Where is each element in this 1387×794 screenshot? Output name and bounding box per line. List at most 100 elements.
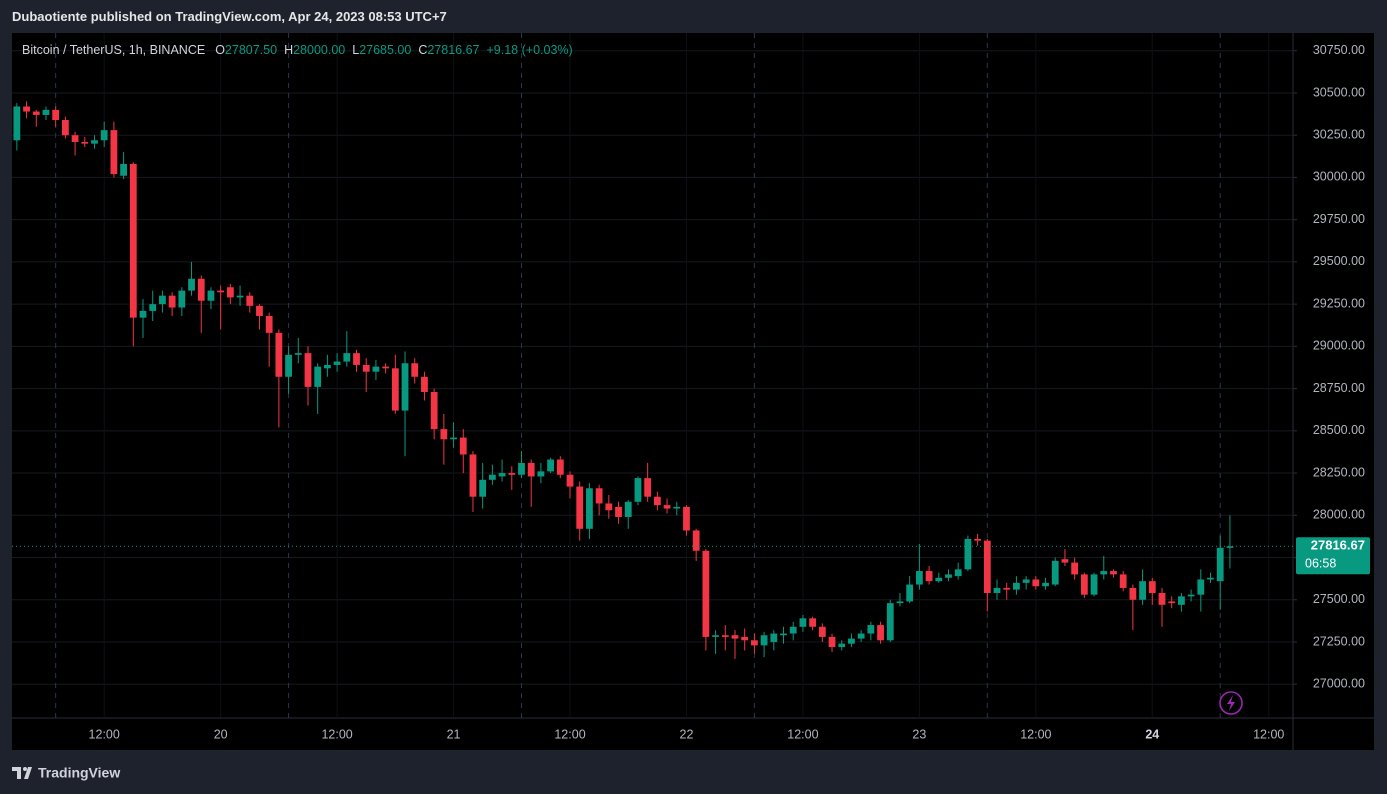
candle-body — [459, 437, 467, 455]
candle-body — [760, 635, 768, 646]
candle-body — [663, 505, 671, 509]
candle-body — [324, 364, 331, 369]
candle-body — [1148, 581, 1156, 593]
y-tick-label: 29000.00 — [1313, 339, 1365, 353]
candle-body — [382, 366, 390, 369]
logo-mark — [12, 767, 32, 779]
candle-body — [362, 364, 370, 372]
candle-body — [867, 625, 875, 634]
y-tick-label: 27250.00 — [1313, 634, 1365, 648]
last-price-tag — [1296, 537, 1370, 575]
candle-body — [168, 295, 176, 308]
candle-body — [712, 635, 719, 637]
candle-body — [1100, 571, 1108, 575]
candle-body — [110, 130, 118, 175]
legend: Bitcoin / TetherUS, 1h, BINANCE O27807.50… — [22, 43, 573, 57]
candle-body — [1226, 546, 1234, 548]
candle-body — [1022, 579, 1030, 583]
x-tick-label: 12:00 — [1253, 727, 1284, 741]
y-tick-label: 30250.00 — [1313, 127, 1365, 141]
y-tick-label: 27000.00 — [1313, 677, 1365, 691]
y-tick-label: 30500.00 — [1313, 85, 1365, 99]
candle-body — [13, 106, 21, 141]
candle-body — [566, 474, 574, 487]
candle-body — [915, 571, 923, 585]
brand-logo — [12, 767, 32, 779]
candle-body — [1061, 559, 1069, 563]
candle-body — [974, 538, 981, 541]
candle-body — [1129, 587, 1137, 600]
countdown-label: 06:58 — [1305, 557, 1336, 571]
candle-body — [556, 459, 564, 475]
candle-body — [576, 486, 584, 529]
legend-key: C — [418, 43, 427, 57]
candle-body — [818, 626, 826, 637]
candle-body — [653, 496, 661, 506]
chart-bg — [12, 33, 1374, 750]
candle-body — [1071, 562, 1079, 575]
candle-body — [838, 643, 846, 648]
alert-icon[interactable] — [1219, 691, 1243, 715]
candle-body — [1187, 594, 1195, 597]
candle-body — [294, 353, 302, 355]
candle-body — [479, 479, 487, 497]
candle-body — [751, 640, 758, 646]
candle-body — [32, 111, 40, 115]
candle-body — [246, 295, 254, 306]
candle-body — [256, 305, 263, 316]
y-tick-label: 29750.00 — [1313, 212, 1365, 226]
candle-body — [149, 304, 157, 311]
candle-body — [993, 587, 1001, 593]
candle-body — [120, 163, 127, 176]
candle-body — [683, 506, 690, 531]
candle-body — [508, 473, 516, 475]
candle-body — [1051, 560, 1059, 585]
candle-body — [197, 278, 205, 301]
candle-body — [91, 140, 98, 144]
candle-body — [634, 478, 642, 502]
y-tick-label: 28000.00 — [1313, 508, 1365, 522]
candle-body — [440, 429, 448, 440]
candle-body — [178, 290, 186, 308]
candle-body — [886, 603, 894, 641]
candle-body — [731, 635, 739, 639]
y-tick-label: 28750.00 — [1313, 381, 1365, 395]
x-tick-label: 22 — [680, 727, 694, 741]
candle-body — [983, 540, 991, 593]
y-tick-label: 27500.00 — [1313, 592, 1365, 606]
candle-body — [586, 488, 593, 529]
legend-key: L — [352, 43, 359, 57]
candle-body — [343, 353, 351, 362]
candle-body — [780, 633, 787, 636]
x-tick-label: 12:00 — [554, 727, 585, 741]
candle-body — [469, 454, 477, 497]
x-tick-label: 12:00 — [89, 727, 120, 741]
candle-body — [1158, 592, 1166, 605]
candle-body — [1090, 574, 1098, 595]
candle-body — [265, 315, 273, 333]
candle-body — [799, 618, 807, 627]
candle-body — [71, 135, 79, 142]
candle-body — [1178, 596, 1185, 605]
alert-circle — [1219, 691, 1243, 715]
candle-body — [129, 163, 137, 318]
y-tick-label: 29500.00 — [1313, 254, 1365, 268]
candle-body — [770, 633, 778, 642]
candle-body — [1139, 581, 1146, 600]
y-tick-label: 28250.00 — [1313, 465, 1365, 479]
x-tick-label: 24 — [1145, 727, 1159, 741]
candle-body — [692, 530, 700, 551]
y-tick-label: 29250.00 — [1313, 296, 1365, 310]
candle-body — [809, 618, 817, 627]
candle-body — [450, 437, 457, 440]
candle-body — [896, 601, 904, 604]
candle-body — [236, 295, 244, 298]
candle-body — [595, 488, 603, 504]
candle-body — [226, 287, 234, 298]
candle-body — [314, 366, 322, 387]
candle-body — [285, 354, 292, 377]
candle-body — [42, 109, 50, 115]
candle-body — [207, 290, 215, 301]
x-tick-label: 20 — [214, 727, 228, 741]
